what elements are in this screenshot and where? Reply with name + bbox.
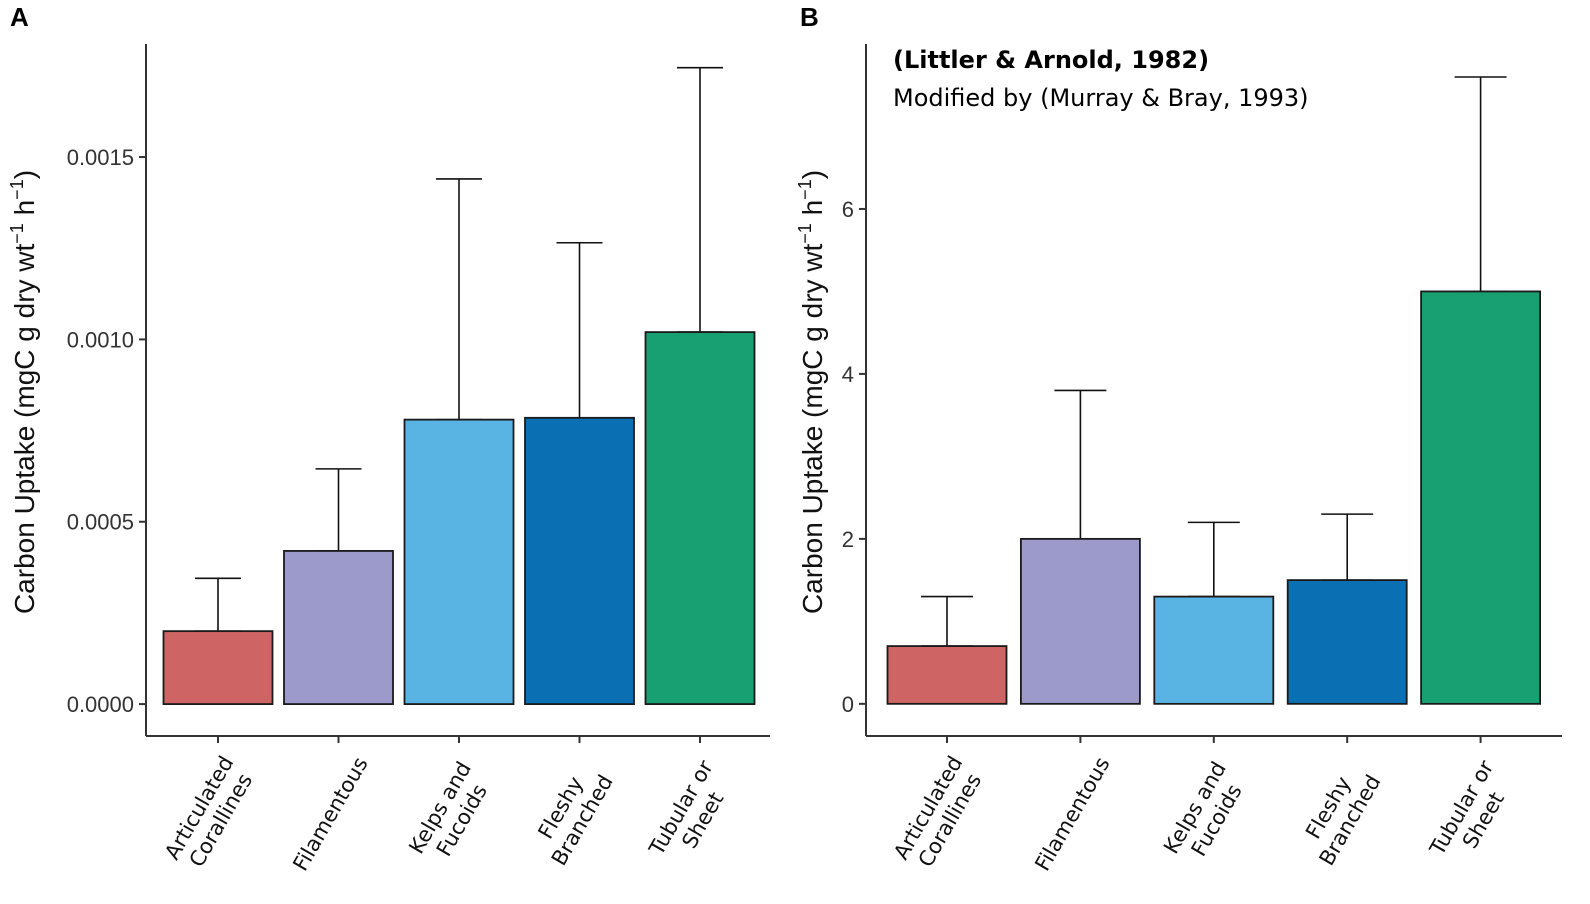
y-tick-label: 0.0000 (67, 692, 134, 717)
error-bar (315, 468, 362, 552)
bar-a-3 (403, 418, 515, 705)
bar-b-3 (1153, 595, 1275, 705)
chart-panel-a: 0.0000 0.0005 0.0010 0.0015 ArticulatedCoral… (7, 44, 770, 875)
error-bar (1321, 513, 1374, 581)
error-bar (436, 178, 482, 421)
bar-a-1 (162, 630, 274, 705)
y-tick-label: 6 (842, 197, 854, 222)
x-tick-label-line: Filamentous (1030, 753, 1114, 875)
bar-b-4 (1286, 579, 1408, 705)
error-bar (1454, 76, 1507, 293)
y-tick-label: 0.0010 (67, 327, 134, 352)
panel-label-b: B (800, 2, 819, 32)
y-tick-label: 2 (842, 527, 854, 552)
y-tick-label: 0.0005 (67, 510, 134, 535)
y-tick-label: 0.0015 (67, 145, 134, 170)
y-axis-label: Carbon Uptake (mgC g dry wt−1 h−1) (7, 170, 40, 614)
error-bar (556, 241, 603, 419)
bar-b-2 (1020, 537, 1141, 705)
bar-a-4 (524, 416, 635, 705)
bar-b-5 (1420, 290, 1541, 705)
error-bar (195, 577, 241, 632)
x-tick-label: Filamentous (1030, 753, 1114, 875)
error-bar (921, 595, 973, 647)
bar-a-2 (283, 550, 394, 705)
error-bar (1187, 521, 1240, 598)
bar-a-5 (644, 331, 756, 705)
y-tick-label: 4 (842, 362, 854, 387)
error-bar (677, 66, 723, 333)
annotation-citation: (Littler & Arnold, 1982) (893, 46, 1209, 74)
panel-label-a: A (10, 2, 29, 32)
error-bar (1054, 389, 1107, 540)
x-tick-label: Filamentous (288, 753, 372, 875)
x-tick-label-line: Filamentous (288, 753, 372, 875)
y-axis-label: Carbon Uptake (mgC g dry wt−1 h−1) (795, 170, 828, 614)
bar-b-1 (886, 645, 1008, 705)
y-tick-label: 0 (842, 692, 854, 717)
annotation-modified-by: Modified by (Murray & Bray, 1993) (893, 84, 1309, 112)
